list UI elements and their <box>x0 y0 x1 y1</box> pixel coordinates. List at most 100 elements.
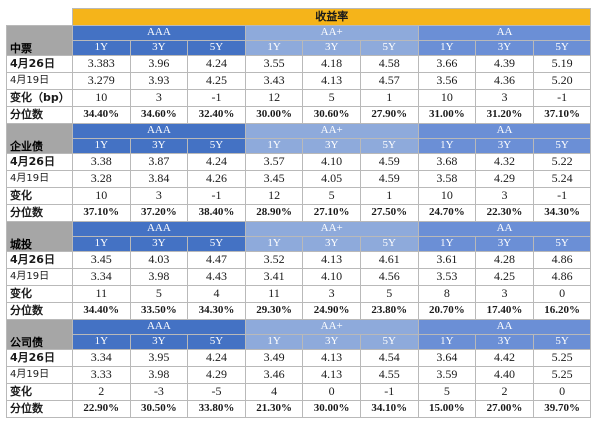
tenor-label: 5Y <box>187 333 246 350</box>
tenor-label: 5Y <box>532 39 592 56</box>
data-row-chg: 变化 11 5 4 11 3 5 8 3 0 <box>6 284 592 303</box>
tenor-label: 1Y <box>244 39 304 56</box>
value-cell: 4.47 <box>187 250 246 269</box>
value-cell: 4.25 <box>187 71 246 90</box>
value-cell: 34.30% <box>187 301 246 320</box>
row-label: 变化 <box>6 382 73 401</box>
section-header-grades: 企业债 AAA AA+ AA <box>6 122 592 154</box>
value-cell: 4.03 <box>129 250 189 269</box>
value-cell: 4.24 <box>187 348 246 367</box>
tenor-label: 3Y <box>475 235 534 252</box>
value-cell: 4 <box>187 284 246 303</box>
title-row: 收益率 <box>6 8 592 26</box>
section-name: 企业债 <box>6 122 73 154</box>
tenor-label: 1Y <box>72 333 131 350</box>
value-cell: 27.50% <box>359 203 419 222</box>
tenor-label: 1Y <box>417 137 477 154</box>
value-cell: 3.383 <box>72 54 131 73</box>
value-cell: 4.24 <box>187 152 246 171</box>
tenor-label: 1Y <box>72 39 131 56</box>
value-cell: 4.59 <box>359 152 419 171</box>
value-cell: 4.56 <box>359 267 419 286</box>
value-cell: 3 <box>475 186 534 205</box>
value-cell: 3.87 <box>129 152 189 171</box>
value-cell: 4.10 <box>302 267 361 286</box>
section-header-grades: 城投 AAA AA+ AA <box>6 220 592 252</box>
corner-cell <box>6 8 73 26</box>
row-label: 4月26日 <box>6 348 73 367</box>
value-cell: 34.30% <box>532 203 592 222</box>
section-header-tenors: 1Y 3Y 5Y 1Y 3Y 5Y 1Y 3Y 5Y <box>7 333 592 350</box>
tenor-label: 1Y <box>417 39 477 56</box>
value-cell: 4.40 <box>475 365 534 384</box>
tenor-label: 5Y <box>187 39 246 56</box>
value-cell: -1 <box>359 382 419 401</box>
data-row-chg: 变化 2 -3 -5 4 0 -1 5 2 0 <box>6 382 592 401</box>
value-cell: 4.13 <box>302 250 361 269</box>
value-cell: 37.10% <box>532 105 592 124</box>
row-label: 4月26日 <box>6 152 73 171</box>
value-cell: 1 <box>359 88 419 107</box>
value-cell: 11 <box>72 284 131 303</box>
value-cell: 3.49 <box>244 348 304 367</box>
row-label: 4月26日 <box>6 54 73 73</box>
value-cell: 4.13 <box>302 348 361 367</box>
row-label: 分位数 <box>6 203 73 222</box>
value-cell: 5 <box>417 382 477 401</box>
value-cell: 3.53 <box>417 267 477 286</box>
value-cell: 3 <box>475 284 534 303</box>
tenor-label: 5Y <box>187 235 246 252</box>
value-cell: 4.26 <box>187 169 246 188</box>
value-cell: 3.33 <box>72 365 131 384</box>
data-row-prev: 4月19日 3.28 3.84 4.26 3.45 4.05 4.59 3.58 4.29 5.2… <box>6 169 592 188</box>
value-cell: 3.28 <box>72 169 131 188</box>
row-label: 分位数 <box>6 105 73 124</box>
value-cell: 27.90% <box>359 105 419 124</box>
value-cell: 4.59 <box>359 169 419 188</box>
grade-label: AA+ <box>244 318 419 335</box>
value-cell: 30.00% <box>302 399 361 418</box>
value-cell: 3.45 <box>244 169 304 188</box>
value-cell: 4.57 <box>359 71 419 90</box>
tenor-label: 5Y <box>532 333 592 350</box>
row-label: 4月19日 <box>6 71 73 90</box>
value-cell: 3.57 <box>244 152 304 171</box>
value-cell: 3.41 <box>244 267 304 286</box>
value-cell: 1 <box>359 186 419 205</box>
value-cell: 5.25 <box>532 348 592 367</box>
row-label: 分位数 <box>6 301 73 320</box>
tenor-label: 3Y <box>129 39 189 56</box>
value-cell: 5.19 <box>532 54 592 73</box>
value-cell: 37.10% <box>72 203 131 222</box>
tenor-label: 1Y <box>417 333 477 350</box>
value-cell: 24.90% <box>302 301 361 320</box>
grade-label: AA <box>417 220 592 237</box>
tenor-label: 3Y <box>475 333 534 350</box>
data-row-prev: 4月19日 3.34 3.98 4.43 3.41 4.10 4.56 3.53 4.25 4.8… <box>6 267 592 286</box>
value-cell: 3 <box>129 186 189 205</box>
value-cell: 3.98 <box>129 267 189 286</box>
value-cell: 5 <box>302 186 361 205</box>
grade-label: AAA <box>72 318 246 335</box>
value-cell: 3.38 <box>72 152 131 171</box>
tenor-label: 5Y <box>532 137 592 154</box>
value-cell: 3.58 <box>417 169 477 188</box>
grade-label: AAA <box>72 24 246 41</box>
value-cell: 5.25 <box>532 365 592 384</box>
value-cell: -3 <box>129 382 189 401</box>
value-cell: 39.70% <box>532 399 592 418</box>
data-row-cur: 4月26日 3.383 3.96 4.24 3.55 4.18 4.58 3.66 4.39 5.… <box>6 54 592 73</box>
value-cell: -1 <box>532 186 592 205</box>
tenor-label: 1Y <box>244 333 304 350</box>
tenor-label: 3Y <box>129 235 189 252</box>
grade-label: AA+ <box>244 220 419 237</box>
value-cell: 34.60% <box>129 105 189 124</box>
value-cell: 31.20% <box>475 105 534 124</box>
value-cell: 4.24 <box>187 54 246 73</box>
value-cell: 5.22 <box>532 152 592 171</box>
value-cell: 22.90% <box>72 399 131 418</box>
value-cell: 3.34 <box>72 348 131 367</box>
value-cell: 4.13 <box>302 71 361 90</box>
value-cell: 3.43 <box>244 71 304 90</box>
value-cell: 5 <box>359 284 419 303</box>
